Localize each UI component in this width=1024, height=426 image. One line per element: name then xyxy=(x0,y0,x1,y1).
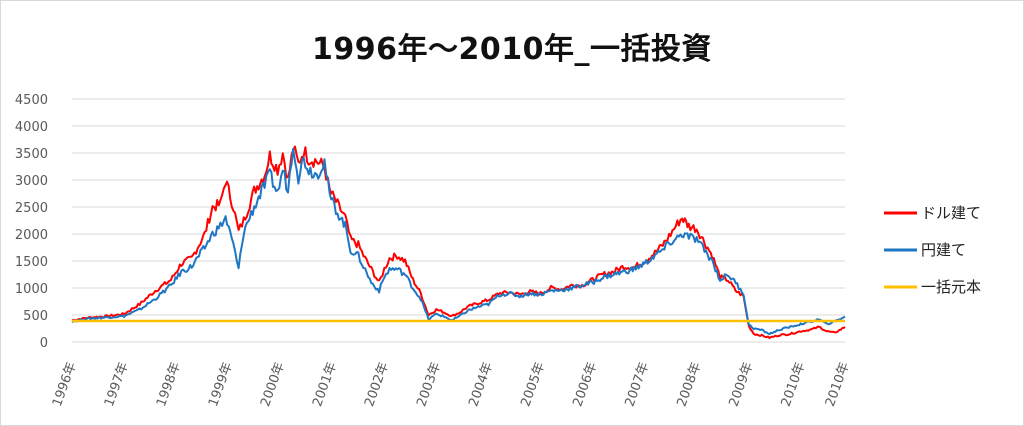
y-tick-label: 2500 xyxy=(15,201,48,216)
y-tick-label: 1500 xyxy=(15,255,48,270)
x-tick-label: 2008年 xyxy=(675,360,705,408)
chart-title: 1996年～2010年_一括投資 xyxy=(312,32,712,67)
x-tick-label: 1999年 xyxy=(206,360,236,408)
x-tick-label: 1997年 xyxy=(102,360,132,408)
y-tick-label: 500 xyxy=(23,309,48,324)
x-tick-label: 2005年 xyxy=(518,360,548,408)
x-tick-label: 2009年 xyxy=(727,360,757,408)
x-tick-label: 1996年 xyxy=(50,360,80,408)
legend-label: 一括元本 xyxy=(921,278,981,296)
x-tick-label: 2010年 xyxy=(779,360,809,408)
y-tick-label: 1000 xyxy=(15,282,48,297)
legend-label: ドル建て xyxy=(921,204,981,222)
x-tick-label: 2010年 xyxy=(823,360,853,408)
y-tick-label: 4500 xyxy=(15,93,48,108)
x-tick-label: 2002年 xyxy=(362,360,392,408)
gridlines xyxy=(72,98,845,343)
x-tick-label: 1998年 xyxy=(154,360,184,408)
legend-label: 円建て xyxy=(921,241,966,259)
x-tick-label: 2003年 xyxy=(414,360,444,408)
x-tick-label: 2000年 xyxy=(258,360,288,408)
series-line-2 xyxy=(71,147,846,336)
y-axis-ticks: 0 500 1000 1500 2000 2500 3000 3500 4000 4500 xyxy=(15,93,48,351)
series-lines xyxy=(71,145,846,340)
x-tick-label: 2001年 xyxy=(310,360,340,408)
y-tick-label: 3500 xyxy=(15,147,48,162)
x-tick-label: 2006年 xyxy=(570,360,600,408)
y-tick-label: 4000 xyxy=(15,120,48,135)
x-axis-ticks: 1996年 1997年 1998年 1999年 2000年 2001年 2002年 2003年… xyxy=(50,360,853,408)
x-tick-label: 2004年 xyxy=(466,360,496,408)
y-tick-label: 3000 xyxy=(15,174,48,189)
series-line-1 xyxy=(71,145,846,340)
x-tick-label: 2007年 xyxy=(622,360,652,408)
y-tick-label: 0 xyxy=(40,336,48,351)
y-tick-label: 2000 xyxy=(15,228,48,243)
